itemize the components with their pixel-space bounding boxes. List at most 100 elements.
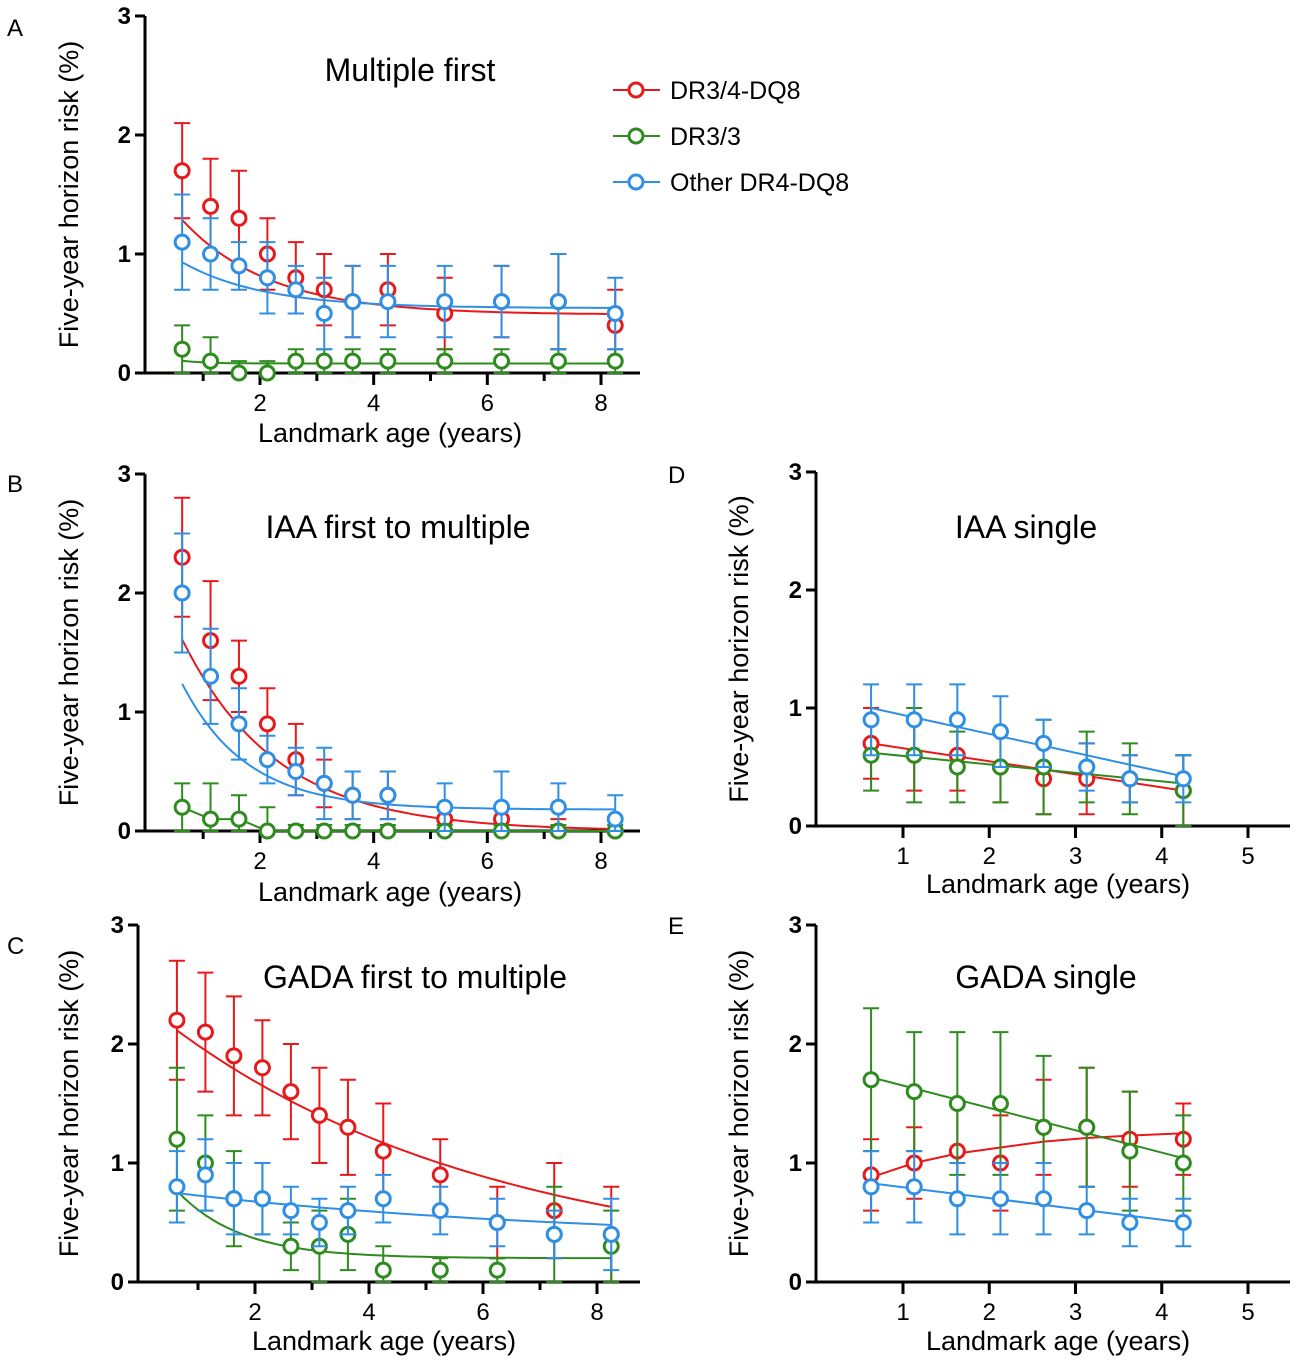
y-tick-label: 0 (118, 360, 131, 387)
x-axis-title: Landmark age (years) (258, 877, 522, 907)
fit-line (176, 1029, 612, 1208)
data-point (168, 1011, 186, 1029)
data-point (379, 786, 397, 804)
panel-letter: E (668, 913, 684, 940)
data-point (1035, 1118, 1053, 1136)
y-axis-title: Five-year horizon risk (%) (724, 495, 754, 803)
data-point (905, 1178, 923, 1196)
data-point (258, 364, 276, 382)
y-tick-label: 1 (118, 699, 131, 726)
data-point (173, 340, 191, 358)
x-tick-label: 5 (1241, 1299, 1254, 1326)
data-point (202, 810, 220, 828)
data-point (168, 1178, 186, 1196)
data-point (1078, 1118, 1096, 1136)
data-point (379, 352, 397, 370)
x-tick-label: 2 (983, 843, 996, 870)
legend-label: Other DR4-DQ8 (670, 169, 849, 197)
panel-d: 0 1 2 3 1 2 3 4 5 Five-year horizon risk (%) Landm… (668, 459, 1290, 899)
panel-c: 0 1 2 3 2 4 6 8 Five-year horizon risk (%) Landma… (7, 912, 640, 1356)
data-point (339, 1202, 357, 1220)
data-point (310, 1106, 328, 1124)
data-point (948, 711, 966, 729)
data-point (339, 1118, 357, 1136)
y-tick-label: 2 (111, 1031, 124, 1058)
data-point (1035, 734, 1053, 752)
y-tick-label: 3 (118, 461, 131, 488)
fit-line (176, 1189, 612, 1260)
x-axis-title: Landmark age (years) (252, 1326, 516, 1356)
panel-title: Multiple first (325, 52, 496, 88)
data-point (258, 715, 276, 733)
data-point (253, 1190, 271, 1208)
panel-title: IAA single (955, 509, 1097, 545)
data-point (431, 1261, 449, 1279)
data-point (287, 822, 305, 840)
panel-b: 0 1 2 3 2 4 6 8 Five-year horizon risk (%) Landma… (7, 461, 640, 907)
series-other-dr4-dq8 (168, 1138, 620, 1272)
series-other-dr4-dq8 (173, 193, 624, 351)
data-point (374, 1142, 392, 1160)
fit-line (181, 261, 616, 309)
y-tick-label: 3 (789, 912, 802, 939)
data-point (1078, 758, 1096, 776)
fit-line (870, 707, 1184, 778)
y-tick-label: 2 (118, 580, 131, 607)
data-point (258, 269, 276, 287)
panel-e: 0 1 2 3 1 2 3 4 5 Five-year horizon risk (%) Landm… (668, 912, 1290, 1356)
data-point (991, 1095, 1009, 1112)
x-tick-label: 8 (594, 848, 607, 875)
y-tick-label: 1 (789, 1150, 802, 1177)
data-point (282, 1083, 300, 1101)
y-tick-label: 2 (789, 1031, 802, 1058)
fit-line (176, 1192, 612, 1226)
data-point (173, 162, 191, 180)
data-point (374, 1261, 392, 1279)
data-point (202, 352, 220, 370)
data-point (1174, 1214, 1192, 1231)
data-point (436, 293, 454, 311)
data-point (862, 1178, 880, 1196)
panel-title: IAA first to multiple (266, 509, 531, 545)
data-point (549, 798, 567, 816)
data-point (379, 293, 397, 311)
x-axis-title: Landmark age (years) (926, 1326, 1190, 1356)
data-point (948, 758, 966, 776)
data-point (202, 197, 220, 215)
legend-marker (627, 81, 645, 99)
y-axis-title: Five-year horizon risk (%) (724, 950, 754, 1258)
panel-letter: C (7, 933, 24, 960)
data-point (196, 1166, 214, 1184)
data-point (374, 1190, 392, 1208)
data-point (173, 584, 191, 602)
data-point (230, 364, 248, 382)
data-point (545, 1225, 563, 1243)
data-point (202, 245, 220, 263)
x-tick-label: 6 (481, 848, 494, 875)
data-point (344, 822, 362, 840)
x-tick-label: 3 (1069, 1299, 1082, 1326)
data-point (315, 305, 333, 322)
data-point (253, 1059, 271, 1077)
x-tick-label: 8 (590, 1299, 603, 1326)
data-point (991, 723, 1009, 741)
y-axis-title: Five-year horizon risk (%) (54, 499, 84, 807)
series-other-dr4-dq8 (173, 532, 624, 832)
data-point (225, 1047, 243, 1065)
data-point (606, 352, 624, 370)
y-tick-label: 3 (118, 3, 131, 30)
data-point (230, 810, 248, 828)
data-point (948, 1190, 966, 1208)
data-point (202, 667, 220, 685)
data-point (287, 352, 305, 370)
data-point (344, 352, 362, 370)
x-tick-label: 1 (896, 1299, 909, 1326)
data-point (1121, 1142, 1139, 1160)
panel-letter: B (7, 471, 23, 498)
data-point (1078, 1202, 1096, 1220)
data-point (196, 1023, 214, 1041)
data-point (173, 233, 191, 251)
x-tick-label: 2 (253, 390, 266, 417)
data-point (225, 1190, 243, 1208)
data-point (606, 810, 624, 828)
